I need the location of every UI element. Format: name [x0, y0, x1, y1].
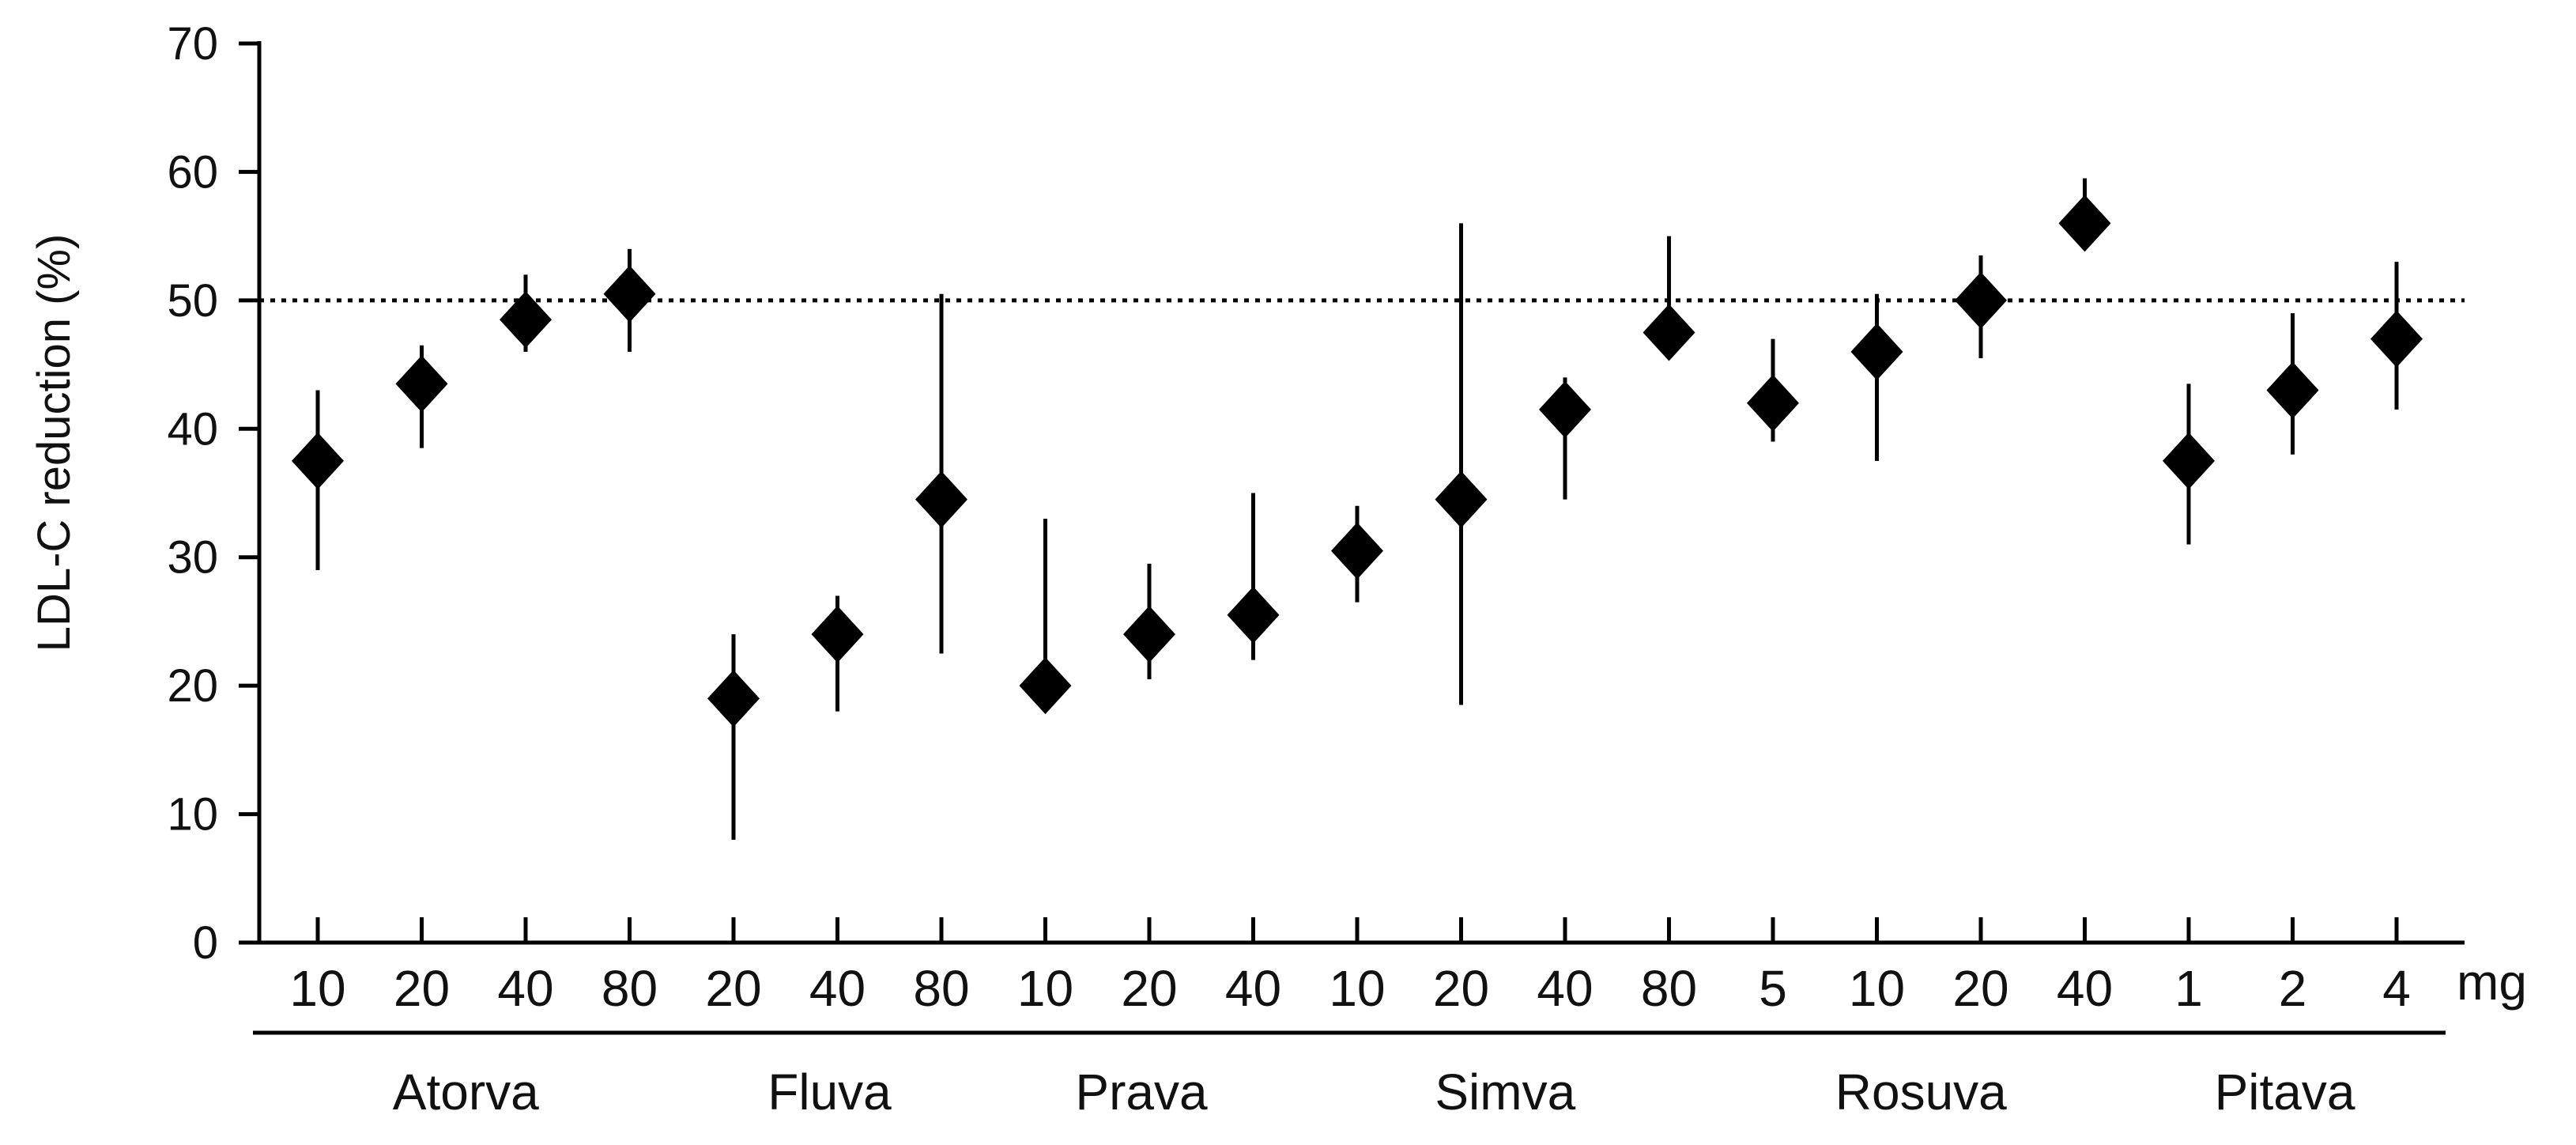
data-point-marker — [915, 470, 967, 528]
data-point-marker — [1850, 323, 1903, 380]
y-tick-label: 30 — [167, 532, 218, 584]
data-point-marker — [1435, 470, 1488, 528]
data-point-marker — [1331, 522, 1383, 580]
dose-label: 80 — [913, 960, 969, 1017]
dose-label: 20 — [705, 960, 761, 1017]
y-tick-label: 60 — [167, 146, 218, 198]
data-point-marker — [2370, 310, 2423, 368]
x-labels-layer: 10 20 40 80 20 40 80 10 20 40 10 20 40 80 5 10 20 40 1 2 4 At… — [253, 960, 2446, 1120]
dose-label: 10 — [1849, 960, 1905, 1017]
dose-label: 40 — [809, 960, 866, 1017]
group-label: Pitava — [2215, 1064, 2355, 1120]
dose-label: 5 — [1759, 960, 1787, 1017]
y-tick-label: 10 — [167, 789, 218, 841]
data-point-marker — [1747, 374, 1799, 432]
data-point-marker — [1539, 380, 1591, 438]
data-point-marker — [2266, 361, 2319, 419]
data-point-marker — [1019, 657, 1072, 715]
data-point-marker — [292, 432, 344, 489]
y-tick-label: 0 — [193, 917, 218, 969]
dose-label: 80 — [1641, 960, 1697, 1017]
data-point-marker — [500, 291, 552, 349]
y-axis-title: LDL-C reduction (%) — [28, 234, 80, 652]
y-tick-label: 70 — [167, 18, 218, 70]
data-point-marker — [1643, 304, 1695, 361]
data-point-marker — [2058, 195, 2111, 252]
axes: 0 10 20 30 40 50 60 70 — [167, 18, 2465, 969]
dose-label: 20 — [1952, 960, 2008, 1017]
dose-label: 20 — [1433, 960, 1489, 1017]
y-tick-label: 40 — [167, 403, 218, 455]
data-point-marker — [1955, 271, 2007, 329]
group-label: Simva — [1435, 1064, 1575, 1120]
data-point-marker — [603, 265, 656, 323]
dose-label: 4 — [2382, 960, 2411, 1017]
dose-label: 40 — [497, 960, 553, 1017]
data-point-marker — [1123, 606, 1175, 663]
data-point-marker — [1227, 586, 1280, 644]
y-tick-label: 20 — [167, 660, 218, 712]
data-point-marker — [395, 355, 448, 413]
group-label: Atorva — [393, 1064, 539, 1120]
dose-label: 2 — [2279, 960, 2307, 1017]
group-label: Rosuva — [1835, 1064, 2007, 1120]
dose-label: 1 — [2174, 960, 2203, 1017]
data-points-layer — [292, 178, 2423, 841]
dose-label: 80 — [602, 960, 658, 1017]
dose-label: 40 — [1225, 960, 1281, 1017]
dose-label: 10 — [1017, 960, 1073, 1017]
data-point-marker — [2163, 432, 2215, 489]
data-point-marker — [811, 606, 864, 663]
dose-label: 10 — [1329, 960, 1385, 1017]
dose-label: 10 — [289, 960, 345, 1017]
dose-label: 40 — [2057, 960, 2113, 1017]
data-point-marker — [707, 670, 760, 727]
group-label: Prava — [1075, 1064, 1208, 1120]
y-tick-label: 50 — [167, 275, 218, 327]
x-unit-label: mg — [2457, 954, 2527, 1011]
dose-label: 20 — [394, 960, 450, 1017]
dose-label: 20 — [1121, 960, 1177, 1017]
group-label: Fluva — [768, 1064, 892, 1120]
dose-label: 40 — [1537, 960, 1593, 1017]
